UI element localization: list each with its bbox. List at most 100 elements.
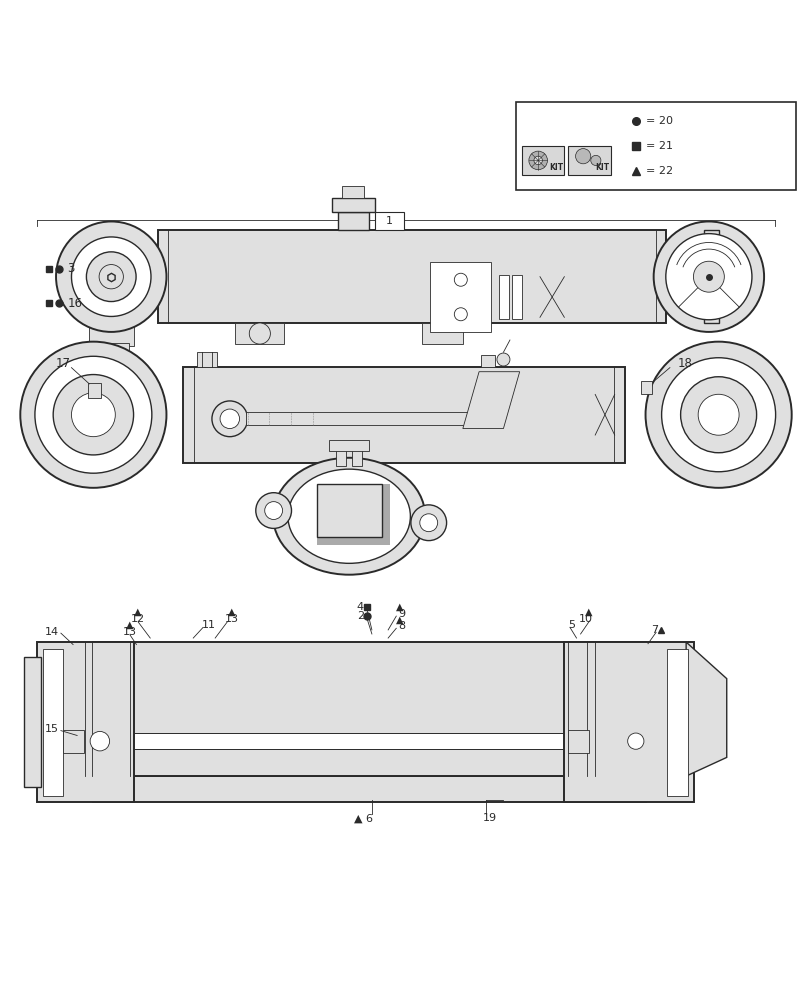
Text: 14: 14 (45, 627, 59, 637)
Text: = 22: = 22 (645, 166, 672, 176)
Text: 11: 11 (201, 620, 215, 630)
Text: 16: 16 (67, 297, 82, 310)
Circle shape (627, 733, 643, 749)
Bar (342, 186, 363, 198)
Text: KIT: KIT (594, 163, 608, 172)
Circle shape (264, 502, 282, 519)
Bar (375, 212, 404, 230)
Circle shape (35, 356, 152, 473)
Text: 18: 18 (677, 357, 692, 370)
Text: 8: 8 (397, 621, 405, 631)
Circle shape (665, 234, 751, 320)
Circle shape (680, 377, 756, 453)
Text: ▲: ▲ (396, 614, 403, 624)
Bar (316, 537, 389, 545)
Text: ▲: ▲ (585, 607, 592, 617)
Circle shape (86, 252, 136, 302)
Circle shape (54, 375, 133, 455)
Bar (93, 776, 645, 802)
Circle shape (99, 265, 123, 289)
Bar (422, 323, 462, 344)
Circle shape (645, 342, 791, 488)
Text: 12: 12 (131, 614, 145, 624)
Bar (568, 146, 610, 175)
Bar (93, 642, 645, 733)
Bar (246, 412, 503, 425)
Bar (641, 381, 651, 394)
Circle shape (454, 308, 467, 321)
Circle shape (71, 393, 115, 437)
Text: KIT: KIT (548, 163, 562, 172)
Bar (24, 657, 41, 787)
Bar (93, 343, 129, 366)
Bar (430, 262, 491, 332)
Bar (196, 352, 217, 367)
Text: 17: 17 (55, 357, 70, 370)
Circle shape (454, 273, 467, 286)
Bar (336, 450, 345, 466)
Text: 10: 10 (578, 614, 592, 624)
Circle shape (20, 342, 166, 488)
Circle shape (575, 149, 590, 164)
Circle shape (101, 345, 121, 364)
Bar (521, 146, 564, 175)
Circle shape (410, 505, 446, 541)
Text: ▲: ▲ (126, 620, 134, 630)
Polygon shape (685, 642, 726, 776)
Text: 7: 7 (650, 625, 657, 635)
Polygon shape (462, 372, 519, 429)
Bar (328, 440, 369, 451)
Ellipse shape (272, 458, 425, 575)
Text: 2: 2 (356, 611, 363, 621)
Bar (331, 198, 375, 212)
Bar (568, 730, 588, 753)
Text: 3: 3 (67, 262, 75, 275)
Bar (88, 322, 134, 346)
Bar (480, 355, 495, 367)
Text: = 20: = 20 (645, 116, 672, 126)
Text: 13: 13 (122, 627, 137, 637)
Circle shape (590, 155, 600, 165)
Circle shape (496, 353, 509, 366)
Text: ▲: ▲ (134, 607, 142, 617)
Text: ▲: ▲ (396, 602, 403, 612)
Bar (667, 649, 687, 796)
Bar (106, 230, 121, 323)
Bar (316, 484, 381, 537)
Circle shape (71, 237, 151, 316)
Bar (703, 230, 718, 323)
Circle shape (56, 221, 166, 332)
Text: 13: 13 (224, 614, 238, 624)
Bar (352, 450, 362, 466)
Circle shape (249, 323, 270, 344)
Bar (88, 383, 101, 398)
Bar (182, 367, 624, 463)
Bar (158, 230, 665, 323)
Text: ▲ 6: ▲ 6 (354, 813, 372, 823)
Text: 15: 15 (45, 724, 58, 734)
Circle shape (212, 401, 247, 437)
Bar (63, 730, 84, 753)
Text: ▲: ▲ (227, 607, 235, 617)
Bar (564, 642, 693, 802)
Bar (381, 484, 389, 545)
Circle shape (255, 493, 291, 528)
Text: 19: 19 (483, 813, 496, 823)
Bar (36, 642, 134, 802)
Bar (93, 749, 645, 776)
Bar (515, 102, 795, 190)
Circle shape (534, 156, 542, 165)
Circle shape (653, 221, 763, 332)
Bar (235, 323, 284, 344)
Circle shape (90, 731, 109, 751)
Bar (43, 649, 63, 796)
Text: 9: 9 (397, 609, 405, 619)
Ellipse shape (288, 469, 410, 563)
Bar (337, 212, 368, 230)
Text: = 21: = 21 (645, 141, 672, 151)
Circle shape (419, 514, 437, 532)
Text: 4: 4 (356, 602, 363, 612)
Circle shape (693, 261, 723, 292)
Text: 5: 5 (568, 620, 575, 630)
Circle shape (661, 358, 775, 472)
